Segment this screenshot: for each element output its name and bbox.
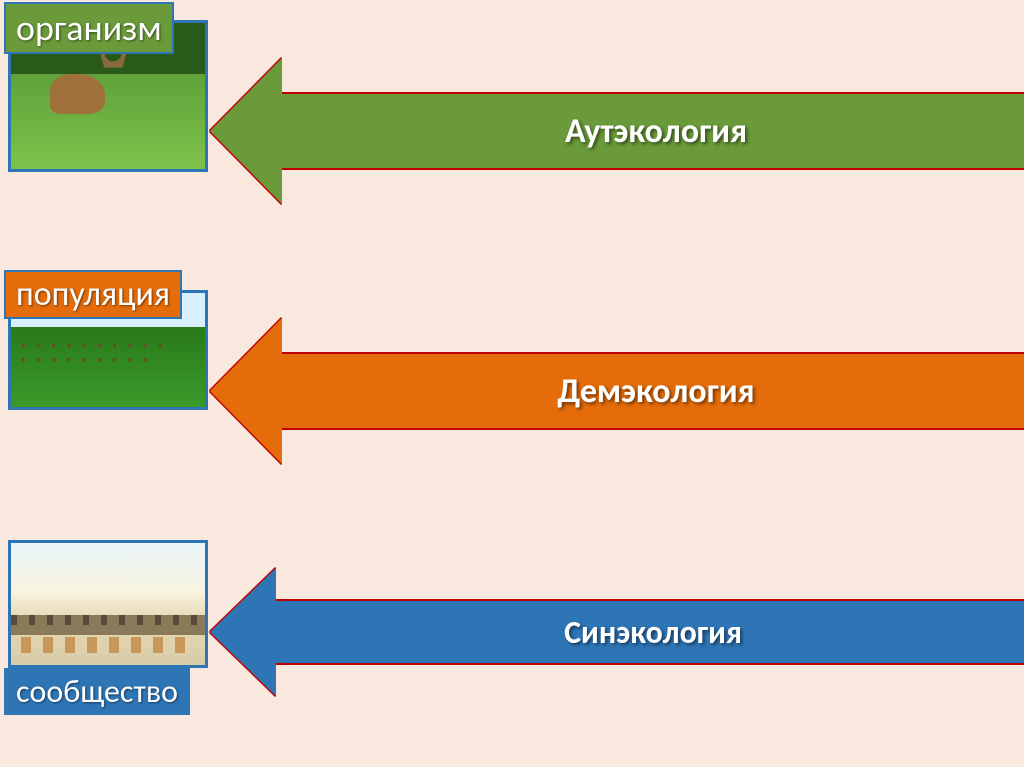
image-population: популяция [8,290,208,410]
image-community: сообщество [8,540,208,668]
arrow-head-autecology [210,58,282,204]
community-image-frame [8,540,208,668]
image-organism: организм [8,20,208,172]
arrow-demecology: Демэкология [210,318,1024,464]
arrow-label-demecology: Демэкология [557,371,754,412]
arrow-body-demecology: Демэкология [282,352,1024,430]
arrow-label-autecology: Аутэкология [565,111,747,152]
label-community: сообщество [4,668,190,715]
arrow-body-autecology: Аутэкология [282,92,1024,170]
arrow-label-synecology: Синэкология [564,613,742,652]
arrow-head-demecology [210,318,282,464]
arrow-autecology: Аутэкология [210,58,1024,204]
label-population: популяция [4,270,182,319]
arrow-head-synecology [210,568,276,696]
arrow-synecology: Синэкология [210,568,1024,696]
arrow-body-synecology: Синэкология [276,599,1024,665]
label-organism: организм [4,2,174,54]
